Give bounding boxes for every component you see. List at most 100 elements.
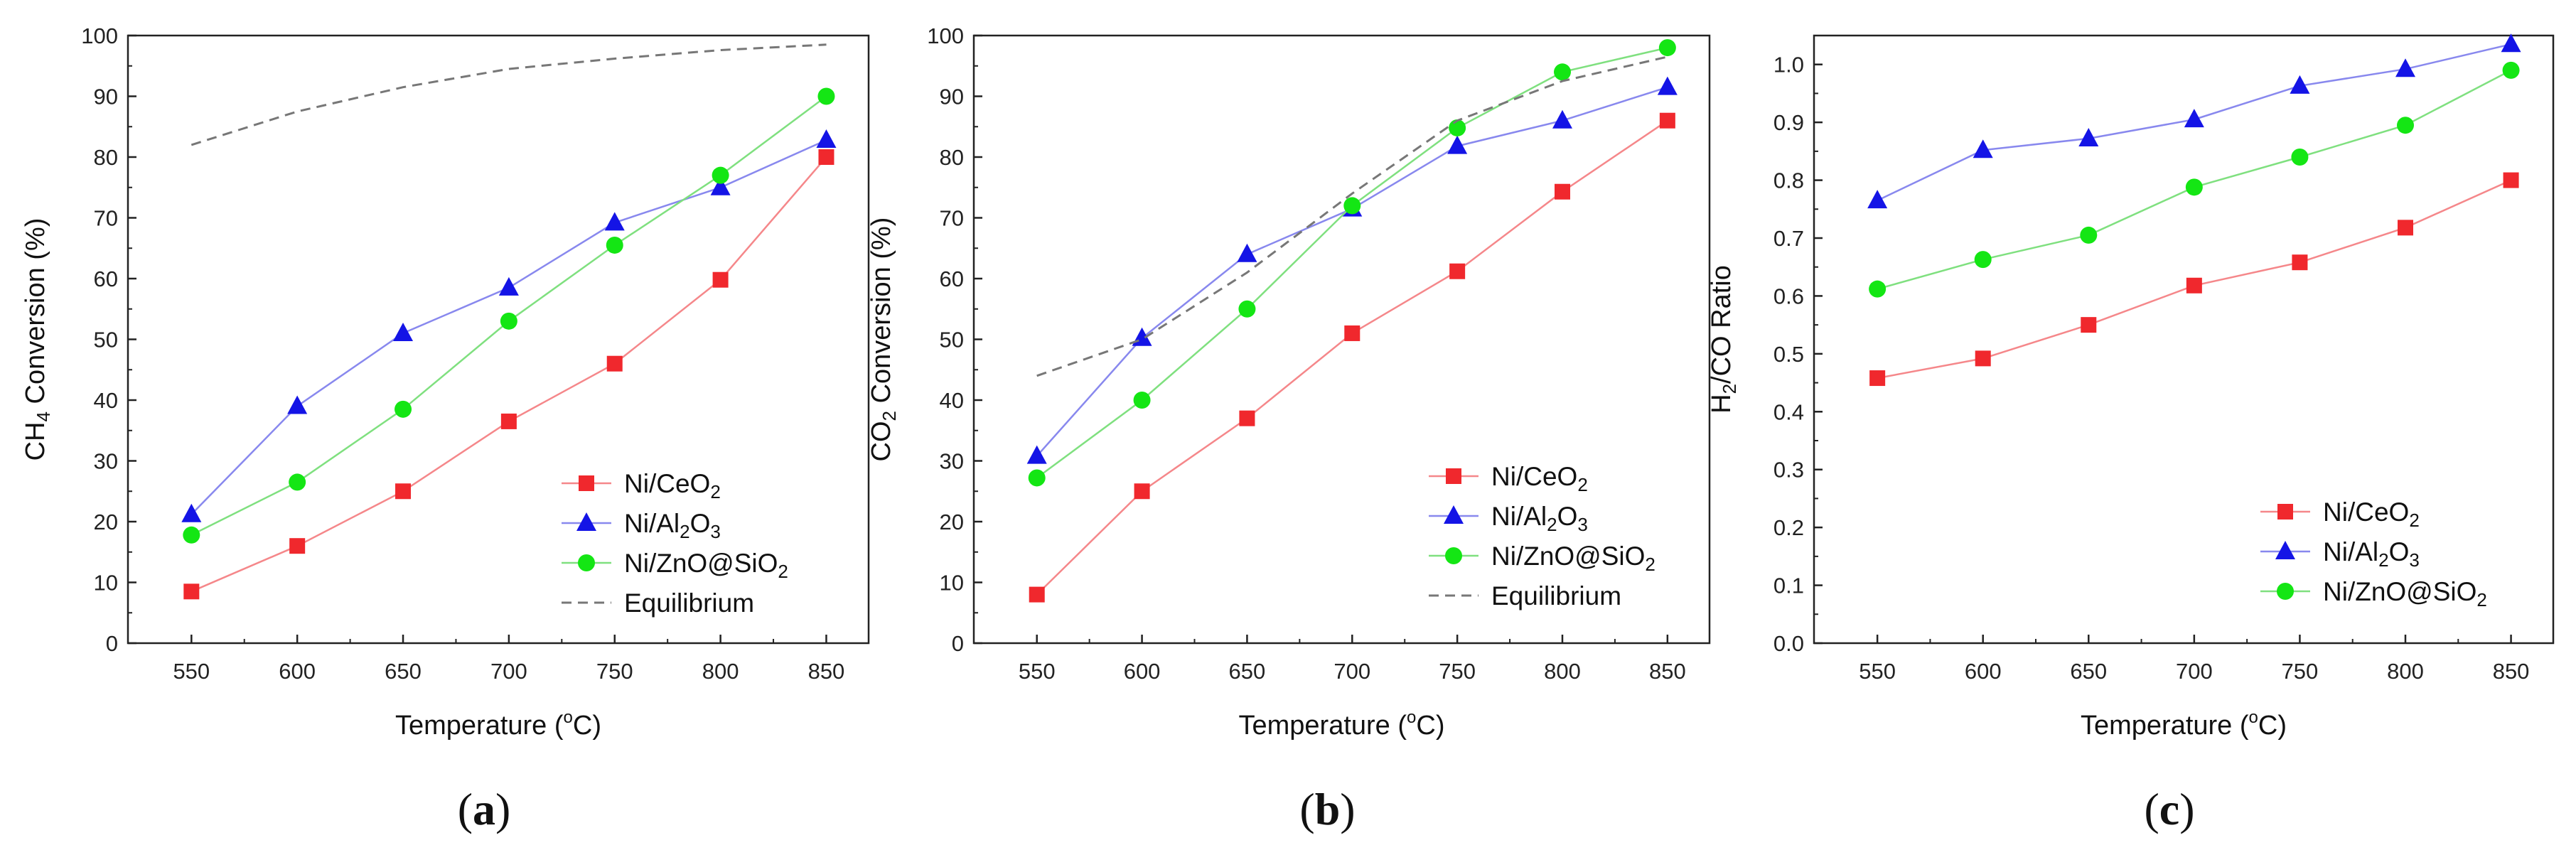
data-point-ni-ceo2 bbox=[606, 355, 623, 372]
data-point-ni-zno-sio2 bbox=[1133, 392, 1151, 409]
x-axis-label-base: Temperature ( bbox=[2081, 711, 2249, 741]
y-tick-label: 20 bbox=[94, 510, 118, 534]
y-tick-label: 0.0 bbox=[1773, 631, 1804, 656]
data-point-ni-zno-sio2 bbox=[1343, 197, 1361, 215]
panel-caption: (b) bbox=[1299, 784, 1355, 834]
legend-label-sub: 2 bbox=[710, 481, 720, 502]
x-tick-label: 700 bbox=[2176, 659, 2213, 684]
legend-label-base: Ni/ZnO@SiO bbox=[624, 549, 778, 578]
y-tick-label: 100 bbox=[927, 23, 964, 48]
y-axis-label-sub: 4 bbox=[33, 411, 54, 421]
x-tick-label: 850 bbox=[1649, 659, 1686, 684]
x-tick-label: 550 bbox=[1859, 659, 1896, 684]
x-tick-label: 600 bbox=[279, 659, 316, 684]
y-tick-label: 30 bbox=[940, 449, 964, 474]
legend-swatch-marker bbox=[1444, 505, 1464, 524]
legend-label: Ni/CeO2 bbox=[1491, 462, 1588, 495]
x-axis-label-sup: o bbox=[564, 708, 573, 727]
legend-label-sub2: 3 bbox=[2409, 549, 2419, 571]
legend-label-sub: 2 bbox=[1645, 554, 1655, 575]
legend-swatch-marker bbox=[578, 554, 595, 571]
x-tick-label: 600 bbox=[1124, 659, 1161, 684]
y-tick-label: 50 bbox=[94, 328, 118, 352]
y-tick-label: 0.6 bbox=[1773, 284, 1804, 308]
x-tick-label: 650 bbox=[2070, 659, 2107, 684]
y-tick-label: 90 bbox=[940, 85, 964, 109]
y-axis-label: CH4 Conversion (%) bbox=[21, 218, 54, 461]
data-point-ni-ceo2 bbox=[712, 271, 729, 288]
data-point-ni-al2o3 bbox=[604, 212, 625, 231]
legend-label-base: Ni/Al bbox=[2323, 537, 2378, 566]
data-point-ni-al2o3 bbox=[393, 322, 414, 341]
data-point-ni-al2o3 bbox=[1552, 109, 1572, 129]
caption-open: ( bbox=[458, 784, 473, 834]
data-point-ni-al2o3 bbox=[2078, 127, 2099, 146]
caption-close: ) bbox=[1340, 784, 1355, 834]
legend-label-base: Ni/ZnO@SiO bbox=[2323, 577, 2476, 606]
legend-swatch-marker bbox=[576, 512, 596, 531]
x-tick-label: 700 bbox=[1333, 659, 1370, 684]
y-tick-label: 0.4 bbox=[1773, 399, 1804, 424]
legend-label: Ni/Al2O3 bbox=[1491, 502, 1588, 535]
series-line-ni-ceo2 bbox=[190, 156, 827, 593]
data-point-ni-ceo2 bbox=[2503, 172, 2519, 188]
y-axis-label: H2/CO Ratio bbox=[1707, 265, 1740, 414]
data-point-ni-al2o3 bbox=[710, 176, 731, 195]
data-point-ni-al2o3 bbox=[816, 129, 837, 149]
data-point-ni-ceo2 bbox=[395, 483, 412, 500]
data-point-ni-ceo2 bbox=[818, 149, 834, 165]
x-axis-label-tail: C) bbox=[573, 711, 601, 741]
data-point-ni-ceo2 bbox=[500, 413, 517, 429]
data-point-ni-zno-sio2 bbox=[2185, 178, 2203, 196]
legend-label-sub: 2 bbox=[778, 561, 788, 582]
data-point-ni-zno-sio2 bbox=[500, 312, 517, 330]
legend-swatch-marker bbox=[2277, 583, 2294, 600]
x-tick-label: 800 bbox=[702, 659, 739, 684]
legend-label-sub: 2 bbox=[680, 521, 689, 542]
legend-label: Equilibrium bbox=[624, 588, 754, 618]
data-point-ni-zno-sio2 bbox=[1974, 251, 1992, 269]
y-tick-label: 80 bbox=[940, 145, 964, 170]
chart-panel-b: 0 10 20 30 40 50 60 70 80 90 100 550 600 650 700 750 800… bbox=[866, 23, 1711, 834]
y-tick-label: 50 bbox=[940, 328, 964, 352]
y-tick-label: 0.8 bbox=[1773, 168, 1804, 193]
legend-label-sub2: 3 bbox=[710, 521, 720, 542]
data-point-ni-al2o3 bbox=[1237, 243, 1257, 262]
legend-label: Ni/ZnO@SiO2 bbox=[1491, 542, 1655, 575]
x-tick-label: 750 bbox=[2282, 659, 2319, 684]
y-tick-label: 80 bbox=[94, 145, 118, 170]
caption-close: ) bbox=[495, 784, 510, 834]
legend-label-mid: O bbox=[1557, 502, 1578, 531]
data-point-ni-ceo2 bbox=[1869, 370, 1886, 387]
legend-label: Ni/CeO2 bbox=[2323, 497, 2420, 531]
legend-label-mid: O bbox=[690, 509, 711, 538]
legend-label: Ni/CeO2 bbox=[624, 469, 721, 502]
legend-label-base: Ni/Al bbox=[1491, 502, 1547, 531]
y-tick-label: 40 bbox=[94, 388, 118, 413]
legend-label-base: Equilibrium bbox=[1491, 581, 1621, 610]
panel-caption: (a) bbox=[458, 784, 511, 834]
x-axis-label-tail: C) bbox=[1416, 711, 1444, 741]
legend-label-base: Ni/CeO bbox=[624, 469, 710, 498]
legend-label-sub: 2 bbox=[2378, 549, 2388, 571]
panel-caption: (c) bbox=[2144, 784, 2194, 834]
data-point-ni-al2o3 bbox=[1026, 445, 1047, 464]
legend-label: Ni/ZnO@SiO2 bbox=[624, 549, 788, 582]
legend-label-sub2: 3 bbox=[1577, 514, 1587, 535]
y-tick-label: 0.7 bbox=[1773, 226, 1804, 251]
x-tick-label: 750 bbox=[596, 659, 633, 684]
legend-swatch-marker bbox=[579, 475, 594, 491]
x-axis-label-base: Temperature ( bbox=[1238, 711, 1407, 741]
y-axis-label-base: CH bbox=[21, 422, 50, 461]
y-tick-label: 90 bbox=[94, 85, 118, 109]
legend-label-sub: 2 bbox=[2409, 510, 2419, 531]
data-point-ni-zno-sio2 bbox=[606, 236, 623, 254]
series-line-ni-al2o3 bbox=[1036, 86, 1668, 457]
data-point-ni-zno-sio2 bbox=[817, 87, 835, 105]
data-point-ni-al2o3 bbox=[287, 395, 308, 414]
data-point-ni-zno-sio2 bbox=[1658, 39, 1676, 57]
caption-close: ) bbox=[2179, 784, 2194, 834]
plot-frame bbox=[1813, 34, 2555, 645]
y-tick-label: 30 bbox=[94, 449, 118, 474]
legend-label-base: Ni/CeO bbox=[2323, 497, 2409, 527]
